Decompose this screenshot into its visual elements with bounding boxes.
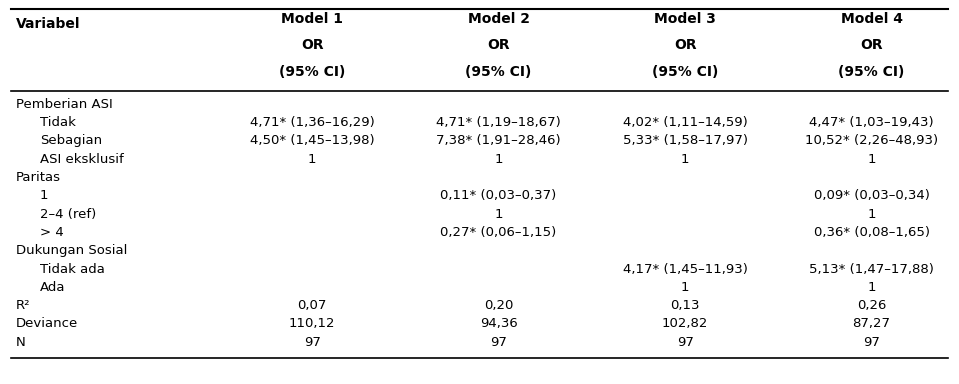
Text: R²: R²: [15, 299, 31, 312]
Text: Model 2: Model 2: [468, 12, 529, 26]
Text: 0,07: 0,07: [297, 299, 327, 312]
Text: Model 1: Model 1: [281, 12, 343, 26]
Text: 97: 97: [490, 336, 507, 349]
Text: 0,09* (0,03–0,34): 0,09* (0,03–0,34): [813, 189, 929, 202]
Text: Ada: Ada: [39, 281, 65, 294]
Text: 5,33* (1,58–17,97): 5,33* (1,58–17,97): [622, 134, 748, 147]
Text: 2–4 (ref): 2–4 (ref): [39, 208, 96, 221]
Text: N: N: [15, 336, 26, 349]
Text: 4,71* (1,19–18,67): 4,71* (1,19–18,67): [436, 116, 561, 129]
Text: Variabel: Variabel: [15, 17, 81, 31]
Text: 1: 1: [867, 153, 876, 166]
Text: 1: 1: [681, 281, 690, 294]
Text: 97: 97: [304, 336, 320, 349]
Text: (95% CI): (95% CI): [652, 65, 718, 79]
Text: > 4: > 4: [39, 226, 63, 239]
Text: 4,71* (1,36–16,29): 4,71* (1,36–16,29): [249, 116, 375, 129]
Text: 4,17* (1,45–11,93): 4,17* (1,45–11,93): [622, 263, 747, 275]
Text: Tidak: Tidak: [39, 116, 76, 129]
Text: Sebagian: Sebagian: [39, 134, 102, 147]
Text: 1: 1: [681, 153, 690, 166]
Text: Tidak ada: Tidak ada: [39, 263, 105, 275]
Text: 102,82: 102,82: [662, 318, 709, 330]
Text: Paritas: Paritas: [15, 171, 60, 184]
Text: 97: 97: [677, 336, 693, 349]
Text: Pemberian ASI: Pemberian ASI: [15, 98, 112, 111]
Text: Deviance: Deviance: [15, 318, 78, 330]
Text: 1: 1: [867, 208, 876, 221]
Text: 7,38* (1,91–28,46): 7,38* (1,91–28,46): [436, 134, 561, 147]
Text: ASI eksklusif: ASI eksklusif: [39, 153, 124, 166]
Text: 110,12: 110,12: [289, 318, 336, 330]
Text: OR: OR: [860, 38, 883, 52]
Text: 1: 1: [39, 189, 48, 202]
Text: (95% CI): (95% CI): [465, 65, 532, 79]
Text: 0,13: 0,13: [670, 299, 700, 312]
Text: 0,27* (0,06–1,15): 0,27* (0,06–1,15): [440, 226, 557, 239]
Text: 4,50* (1,45–13,98): 4,50* (1,45–13,98): [250, 134, 374, 147]
Text: Model 3: Model 3: [654, 12, 716, 26]
Text: 0,20: 0,20: [484, 299, 513, 312]
Text: 4,02* (1,11–14,59): 4,02* (1,11–14,59): [622, 116, 747, 129]
Text: OR: OR: [487, 38, 510, 52]
Text: 1: 1: [867, 281, 876, 294]
Text: (95% CI): (95% CI): [279, 65, 345, 79]
Text: Model 4: Model 4: [840, 12, 902, 26]
Text: 0,36* (0,08–1,65): 0,36* (0,08–1,65): [813, 226, 929, 239]
Text: (95% CI): (95% CI): [838, 65, 904, 79]
Text: 1: 1: [495, 153, 503, 166]
Text: 94,36: 94,36: [480, 318, 518, 330]
Text: 87,27: 87,27: [853, 318, 891, 330]
Text: 5,13* (1,47–17,88): 5,13* (1,47–17,88): [809, 263, 934, 275]
Text: OR: OR: [301, 38, 323, 52]
Text: 0,26: 0,26: [856, 299, 886, 312]
Text: 1: 1: [495, 208, 503, 221]
Text: 1: 1: [308, 153, 316, 166]
Text: 4,47* (1,03–19,43): 4,47* (1,03–19,43): [809, 116, 934, 129]
Text: 0,11* (0,03–0,37): 0,11* (0,03–0,37): [440, 189, 557, 202]
Text: 97: 97: [863, 336, 880, 349]
Text: OR: OR: [674, 38, 696, 52]
Text: Dukungan Sosial: Dukungan Sosial: [15, 244, 128, 257]
Text: 10,52* (2,26–48,93): 10,52* (2,26–48,93): [805, 134, 938, 147]
